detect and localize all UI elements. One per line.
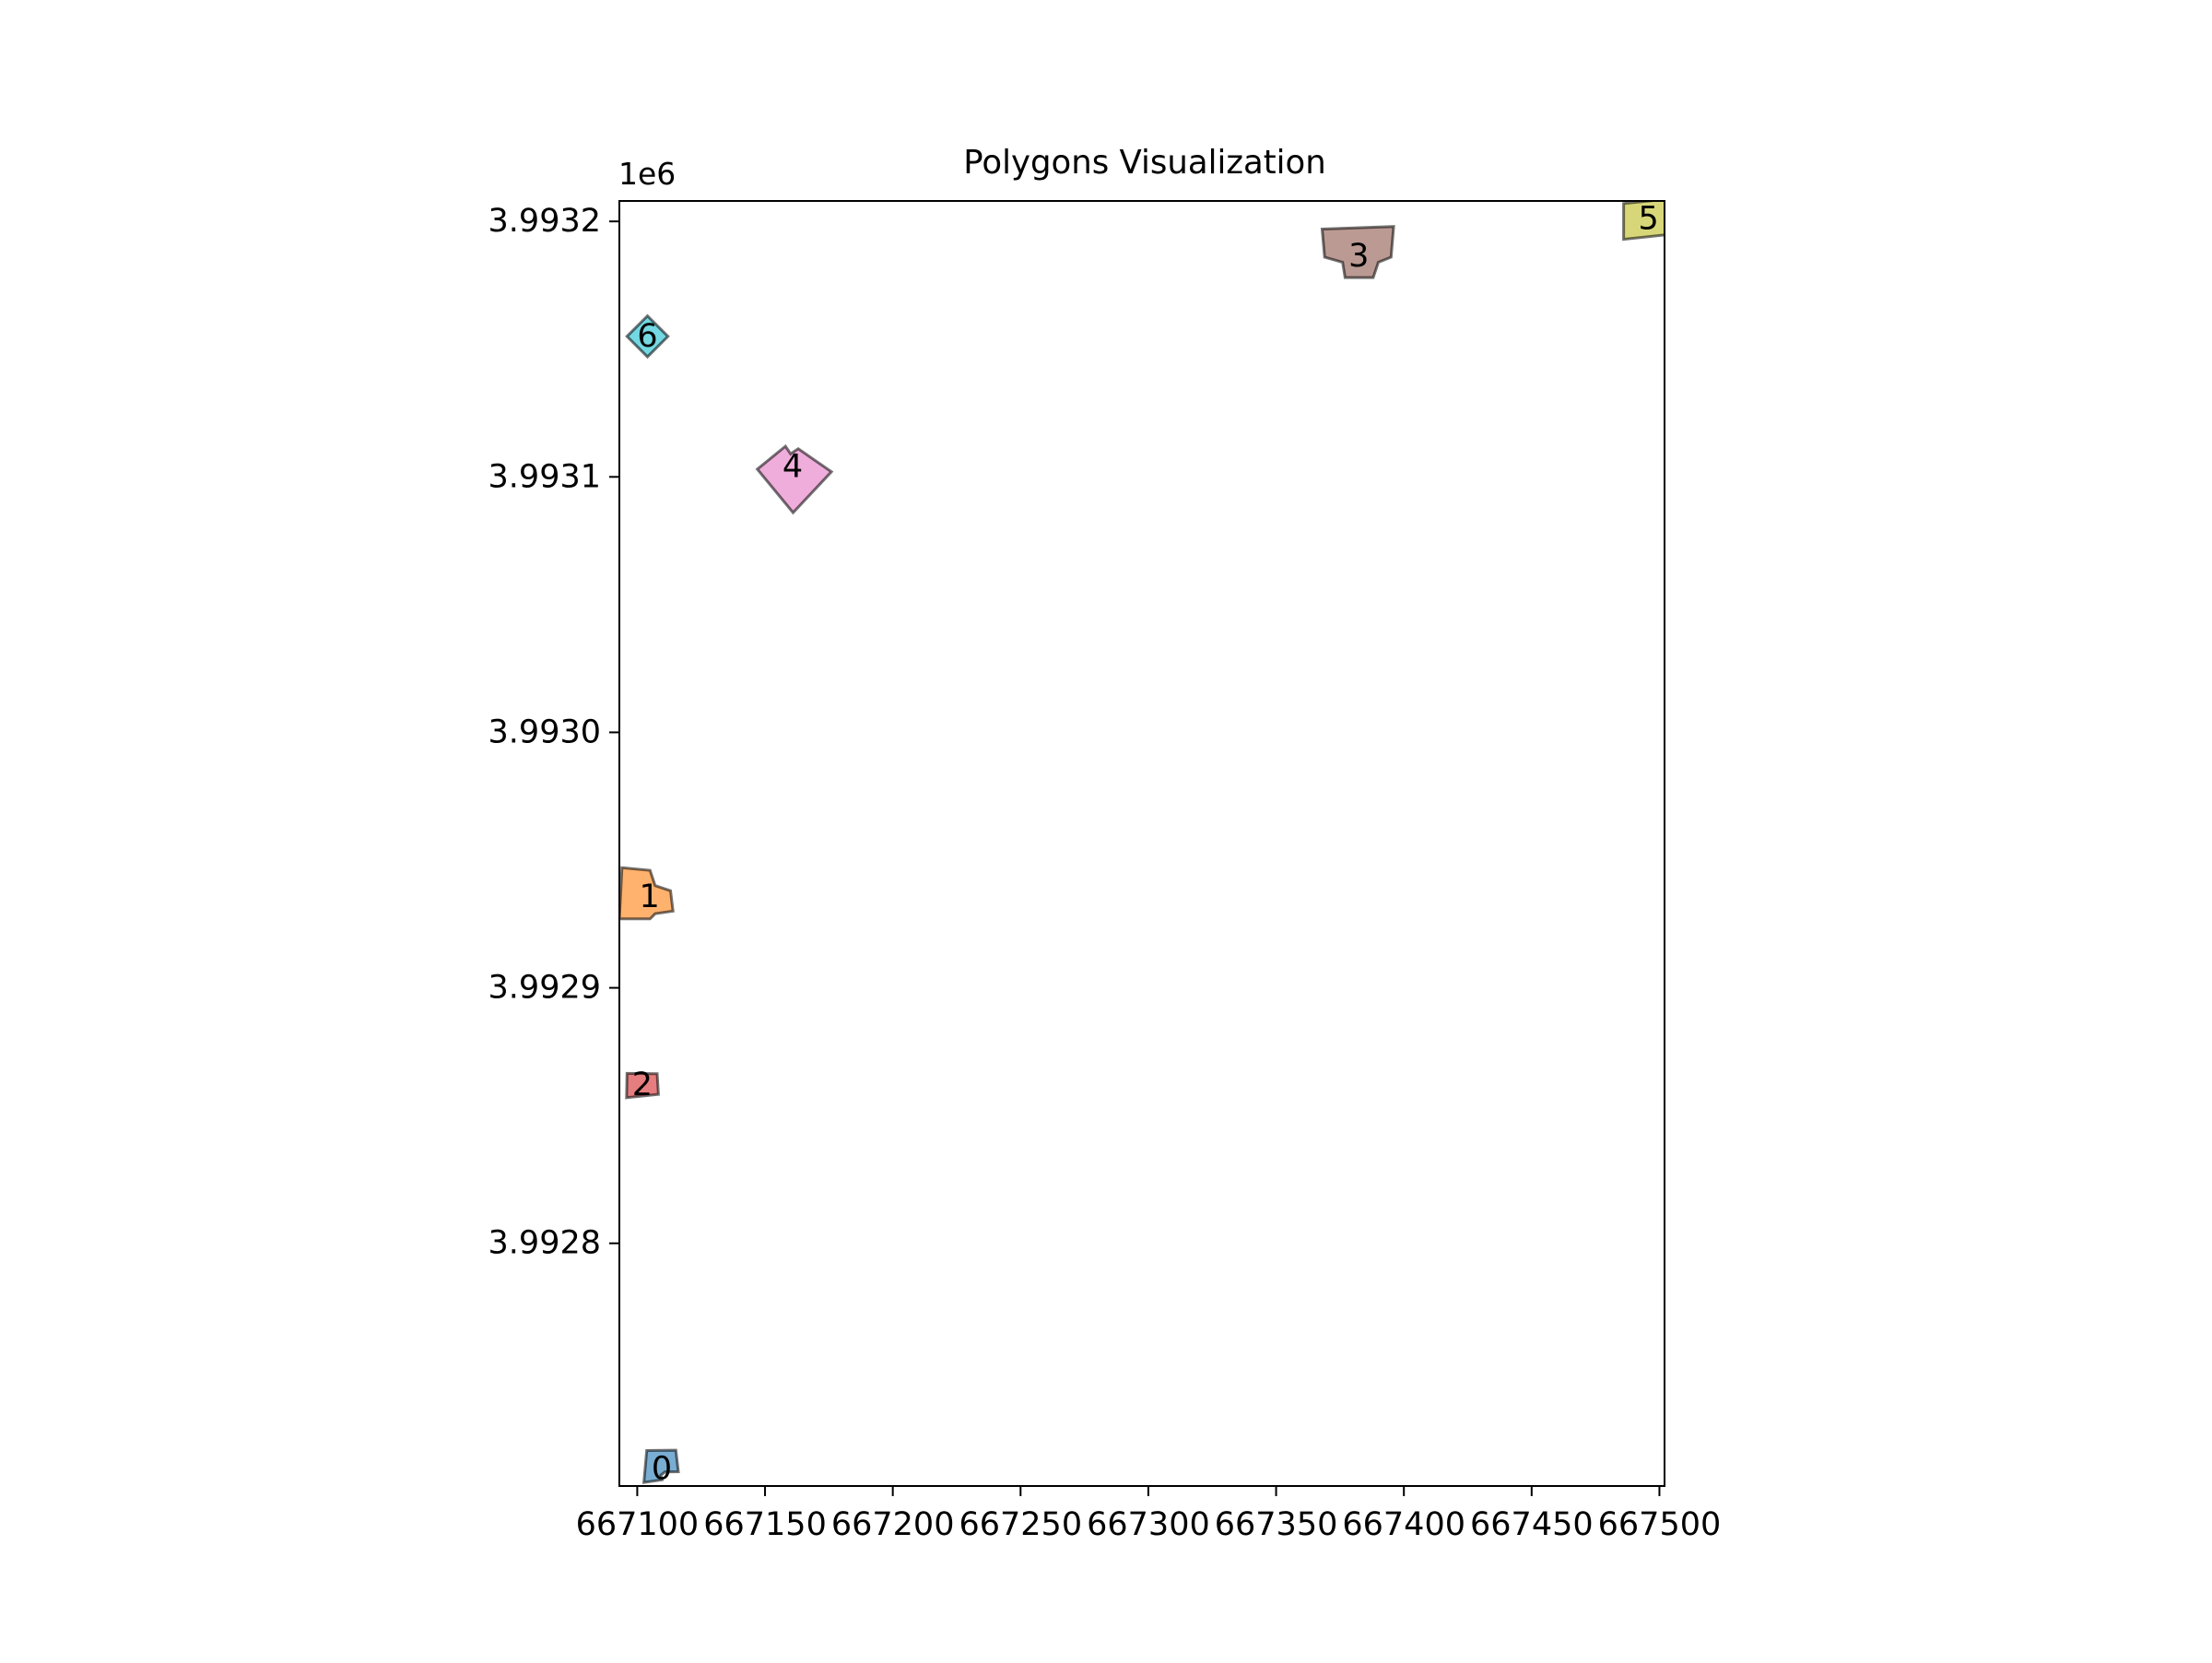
- polygon-label-3: 3: [1348, 238, 1369, 275]
- x-tick-label: 667250: [959, 1506, 1082, 1543]
- y-axis: 3.9928 3.9929 3.9930 3.9931 3.9932: [488, 203, 619, 1262]
- polygon-label-5: 5: [1639, 200, 1659, 237]
- polygon-3: [1320, 225, 1395, 279]
- polygon-label-6: 6: [637, 318, 657, 355]
- x-tick-label: 667350: [1215, 1506, 1338, 1543]
- y-tick-label: 3.9932: [488, 203, 601, 240]
- y-tick-label: 3.9931: [488, 458, 601, 495]
- polygon-5: [1622, 201, 1665, 242]
- y-tick-label: 3.9929: [488, 970, 601, 1007]
- polygon-6: [625, 313, 670, 360]
- polygon-label-1: 1: [639, 879, 659, 915]
- polygon-4: [755, 443, 834, 515]
- y-tick-label: 3.9928: [488, 1225, 601, 1262]
- x-tick-label: 667500: [1598, 1506, 1722, 1543]
- y-tick-label: 3.9930: [488, 714, 601, 750]
- polygon-label-2: 2: [632, 1067, 653, 1103]
- polygon-1: [619, 866, 675, 921]
- polygon-label-4: 4: [782, 449, 803, 486]
- polygon-label-0: 0: [652, 1450, 672, 1487]
- chart-title: Polygons Visualization: [963, 144, 1326, 182]
- x-tick-label: 667150: [703, 1506, 827, 1543]
- x-tick-label: 667450: [1470, 1506, 1594, 1543]
- polygon-2: [625, 1071, 660, 1100]
- x-tick-label: 667200: [831, 1506, 955, 1543]
- x-tick-label: 667300: [1087, 1506, 1210, 1543]
- y-offset-label: 1e6: [618, 156, 676, 192]
- x-axis: 667100 667150 667200 667250 667300 667350 6674…: [576, 1486, 1722, 1543]
- polygon-0: [641, 1448, 680, 1484]
- x-tick-label: 667100: [576, 1506, 700, 1543]
- x-tick-label: 667400: [1342, 1506, 1465, 1543]
- polygons-layer: 0 1 2 3 4 5 6: [619, 200, 1665, 1487]
- plot-frame: [618, 200, 1665, 1487]
